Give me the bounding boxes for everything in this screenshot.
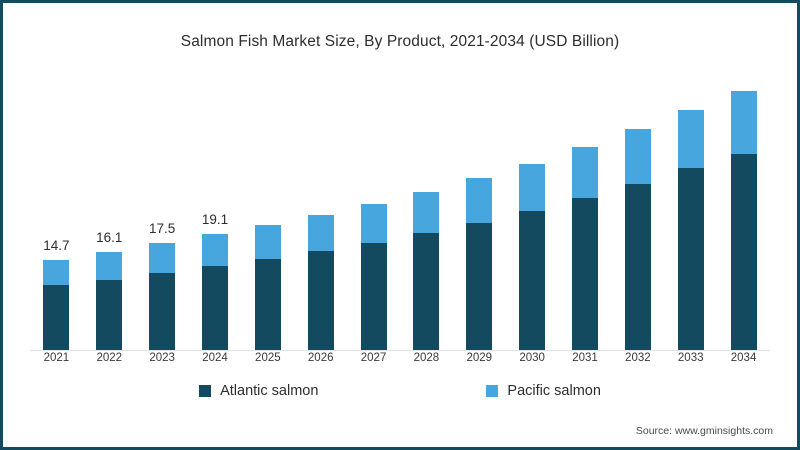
bar-stack-2030[interactable] xyxy=(519,163,546,350)
bar-value-label-2021: 14.7 xyxy=(43,238,70,254)
bar-segment-pacific-2028[interactable] xyxy=(413,191,440,234)
bar-segment-pacific-2032[interactable] xyxy=(624,128,651,184)
x-tick-label-2022: 2022 xyxy=(96,352,123,364)
x-tick-label-2031: 2031 xyxy=(572,352,598,364)
bar-segment-pacific-2029[interactable] xyxy=(466,178,493,223)
legend-item-pacific-salmon[interactable]: Pacific salmon xyxy=(486,383,601,399)
bar-segment-pacific-2021[interactable] xyxy=(43,260,70,286)
x-axis-tick-labels: 2021 2022 2023 2024 2025 2026 2027 2028 2029 2030… xyxy=(30,352,770,374)
x-tick-label-2025: 2025 xyxy=(255,352,281,364)
bar-stack-2032[interactable] xyxy=(624,128,651,350)
bar-stack-2033[interactable] xyxy=(677,110,704,350)
bar-stack-2029[interactable] xyxy=(466,178,493,350)
bar-segment-atlantic-2023[interactable] xyxy=(149,272,176,350)
x-tick-label-2030: 2030 xyxy=(519,352,545,364)
bar-stack-2028[interactable] xyxy=(413,191,440,350)
bar-stack-2031[interactable] xyxy=(572,146,598,350)
bar-stack-2026[interactable] xyxy=(307,215,334,350)
plot-area: 14.7 16.1 17.5 19.1 xyxy=(30,85,770,351)
page-title: Salmon Fish Market Size, By Product, 202… xyxy=(180,33,620,50)
bar-stack-2034[interactable] xyxy=(730,91,757,350)
bar-segment-pacific-2026[interactable] xyxy=(307,215,334,252)
x-tick-label-2033: 2033 xyxy=(677,352,704,364)
x-tick-label-2021: 2021 xyxy=(43,352,70,364)
bar-segment-pacific-2024[interactable] xyxy=(202,233,228,266)
x-tick-label-2032: 2032 xyxy=(625,352,651,364)
bar-segment-atlantic-2033[interactable] xyxy=(677,168,704,350)
bar-stack-2023[interactable]: 17.5 xyxy=(149,221,176,350)
bar-segment-atlantic-2028[interactable] xyxy=(413,233,440,350)
bar-segment-pacific-2030[interactable] xyxy=(519,163,546,212)
bar-value-label-2023: 17.5 xyxy=(149,221,176,237)
bar-value-label-2022: 16.1 xyxy=(96,229,123,245)
bar-segment-pacific-2027[interactable] xyxy=(360,204,387,243)
bar-segment-atlantic-2029[interactable] xyxy=(466,222,493,350)
bar-segment-atlantic-2031[interactable] xyxy=(572,197,598,350)
bar-segment-atlantic-2026[interactable] xyxy=(307,251,334,350)
bar-segment-pacific-2022[interactable] xyxy=(96,251,123,280)
x-tick-label-2023: 2023 xyxy=(149,352,175,364)
x-tick-label-2024: 2024 xyxy=(202,352,228,364)
x-tick-label-2026: 2026 xyxy=(307,352,334,364)
source-attribution: Source: www.gminsights.com xyxy=(635,425,773,437)
bar-segment-atlantic-2021[interactable] xyxy=(43,285,70,350)
bar-segment-atlantic-2032[interactable] xyxy=(624,183,651,350)
bar-stack-2022[interactable]: 16.1 xyxy=(96,230,123,350)
x-tick-label-2027: 2027 xyxy=(360,352,387,364)
bar-stack-2027[interactable] xyxy=(360,204,387,350)
bar-stack-2021[interactable]: 14.7 xyxy=(43,238,70,350)
bar-segment-atlantic-2027[interactable] xyxy=(360,242,387,350)
x-tick-label-2028: 2028 xyxy=(413,352,440,364)
legend-label-pacific-salmon: Pacific salmon xyxy=(507,383,601,399)
x-axis-line xyxy=(30,350,770,351)
bar-segment-pacific-2031[interactable] xyxy=(572,146,598,198)
bar-segment-pacific-2033[interactable] xyxy=(677,110,704,169)
x-tick-label-2029: 2029 xyxy=(466,352,493,364)
bar-segment-pacific-2034[interactable] xyxy=(730,91,757,154)
legend-label-atlantic-salmon: Atlantic salmon xyxy=(220,383,319,399)
x-tick-label-2034: 2034 xyxy=(730,352,757,364)
bar-segment-pacific-2023[interactable] xyxy=(149,243,176,273)
bar-stack-2024[interactable]: 19.1 xyxy=(202,212,228,350)
square-swatch-icon xyxy=(486,385,499,397)
bar-segment-atlantic-2034[interactable] xyxy=(730,153,757,350)
bar-value-label-2024: 19.1 xyxy=(201,211,229,227)
bar-segment-atlantic-2025[interactable] xyxy=(254,258,281,350)
chart-legend: Atlantic salmon Pacific salmon xyxy=(0,383,800,399)
bar-segment-pacific-2025[interactable] xyxy=(254,225,281,259)
bar-stack-2025[interactable] xyxy=(254,225,281,350)
legend-item-atlantic-salmon[interactable]: Atlantic salmon xyxy=(199,383,318,399)
bar-segment-atlantic-2022[interactable] xyxy=(96,279,123,350)
square-swatch-icon xyxy=(199,385,212,397)
bar-segment-atlantic-2030[interactable] xyxy=(519,211,546,350)
bar-segment-atlantic-2024[interactable] xyxy=(202,265,228,350)
